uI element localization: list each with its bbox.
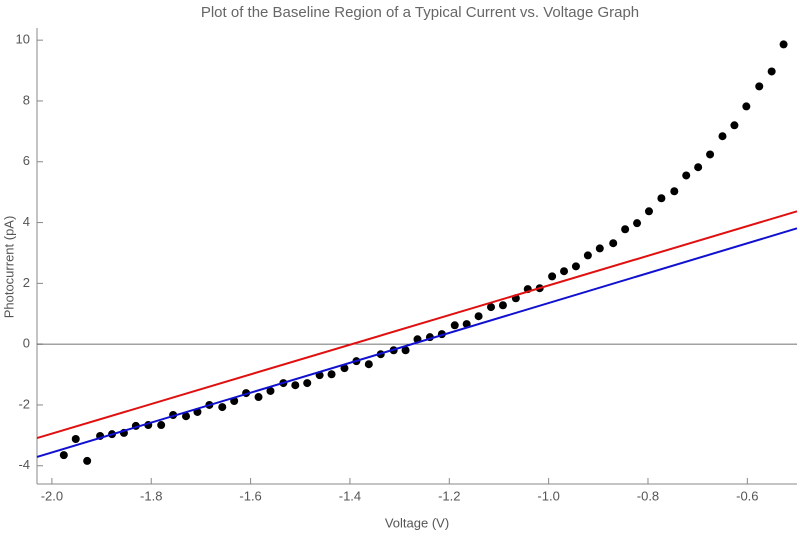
data-point xyxy=(595,244,604,253)
y-tick-label: -4 xyxy=(18,457,30,472)
data-point xyxy=(487,303,496,312)
data-point xyxy=(364,360,373,369)
x-tick-label: -2.0 xyxy=(41,488,63,503)
y-tick-label: -2 xyxy=(18,396,30,411)
y-tick-label: 4 xyxy=(23,214,30,229)
data-point xyxy=(182,412,191,421)
data-point xyxy=(583,251,592,260)
data-point xyxy=(474,312,483,321)
data-point xyxy=(254,393,263,402)
fit-line xyxy=(36,227,798,458)
data-point xyxy=(340,364,349,373)
data-point xyxy=(609,239,618,248)
data-point xyxy=(767,67,776,76)
data-point xyxy=(83,456,92,465)
data-point xyxy=(621,225,630,234)
x-tick-label: -1.4 xyxy=(339,488,361,503)
data-point xyxy=(694,163,703,172)
data-point xyxy=(718,132,727,141)
data-point xyxy=(706,150,715,159)
data-point xyxy=(291,381,300,390)
data-point xyxy=(59,451,68,460)
x-axis-label: Voltage (V) xyxy=(385,515,449,530)
data-point xyxy=(498,301,507,310)
x-tick-label: -1.2 xyxy=(438,488,460,503)
fit-line xyxy=(36,210,798,440)
x-tick-label: -1.0 xyxy=(537,488,559,503)
x-tick-label: -0.8 xyxy=(637,488,659,503)
data-point xyxy=(682,171,691,180)
data-point xyxy=(755,82,764,91)
data-point xyxy=(657,194,666,203)
data-point xyxy=(327,370,336,379)
data-point xyxy=(450,321,459,330)
x-tick-label: -0.6 xyxy=(736,488,758,503)
y-tick-label: 8 xyxy=(23,92,30,107)
data-point xyxy=(218,403,227,412)
data-point xyxy=(779,40,788,49)
y-axis-label: Photocurrent (pA) xyxy=(1,216,16,319)
y-tick-label: 10 xyxy=(16,32,30,47)
x-tick-label: -1.8 xyxy=(140,488,162,503)
data-point xyxy=(560,267,569,276)
y-tick-label: 0 xyxy=(23,336,30,351)
data-point xyxy=(571,262,580,271)
x-tick-label: -1.6 xyxy=(239,488,261,503)
y-tick-label: 6 xyxy=(23,153,30,168)
y-tick-label: 2 xyxy=(23,275,30,290)
data-point xyxy=(742,102,751,111)
data-point xyxy=(71,435,80,444)
data-point xyxy=(730,121,739,130)
data-point xyxy=(303,379,312,388)
data-point xyxy=(633,219,642,228)
data-point xyxy=(157,421,166,430)
data-point xyxy=(670,187,679,196)
chart-title: Plot of the Baseline Region of a Typical… xyxy=(201,4,639,21)
data-point xyxy=(401,346,410,355)
data-point xyxy=(548,272,557,281)
data-point xyxy=(266,386,275,395)
data-point xyxy=(644,207,653,216)
